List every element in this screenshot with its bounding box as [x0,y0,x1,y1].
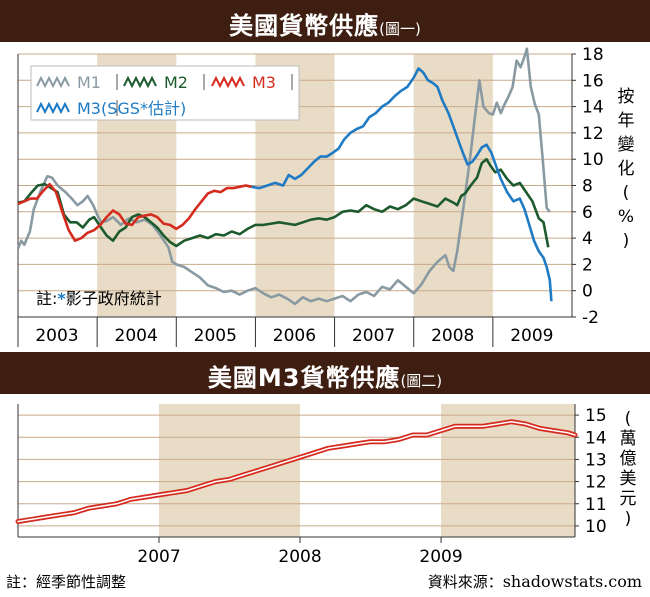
source-label: 資料來源： [427,573,503,591]
chart2-xtick-label: 2009 [419,547,462,567]
chart1-legend-swatch-3 [36,101,70,115]
chart2-ytick-label: 13 [585,450,607,470]
chart1-legend-label-1: M2 [164,73,188,92]
chart1-legend-box [30,65,300,121]
chart1-ytick-label: 14 [582,98,604,118]
chart1-ytick-label: 4 [582,229,593,249]
chart1-ytick-label: -2 [582,308,599,328]
chart1-svg: -2 0 2 4 6 8 10 12 14 16 18 2003 2004 2005 2006 2007 200… [16,45,635,347]
chart1-xtick-label: 2008 [431,326,474,346]
chart1-xtick-label: 2006 [273,326,316,346]
source-site: shadowstats.com [502,572,642,591]
chart2-title-line: 美國M3貨幣供應(圖二) [0,358,650,393]
chart1-legend-swatch-1 [123,75,157,89]
chart1-series-line-3 [251,67,553,302]
chart2-xtick-label: 2007 [137,547,180,567]
chart1-title-line: 美國貨幣供應(圖一) [0,6,650,41]
chart1-ytick-label: 16 [582,71,604,91]
chart2-shade-0 [159,404,301,537]
footer-note: 註：經季節性調整 [6,573,127,591]
chart1-xtick-label: 2004 [115,326,158,346]
chart1-ytick-label: 2 [582,255,593,275]
chart1-legend-swatch-2 [211,75,245,89]
chart1-ytick-label: 0 [582,282,593,302]
chart1-note: 註:*影子政府統計 [36,289,162,308]
chart1-ytick-label: 6 [582,203,593,223]
chart1-ytick-label: 8 [582,177,593,197]
chart1-xtick-label: 2003 [35,326,78,346]
chart1-ytick-label: 10 [582,150,604,170]
chart1-ylabel: 按年變化(%) [618,87,635,251]
chart2-header: 美國M3貨幣供應(圖二) [0,352,650,394]
chart1-series-line-1 [17,157,550,248]
chart1-ytick-label: 12 [582,124,604,144]
chart2-ytick-label: 10 [585,517,607,537]
chart1-series-line-2 [17,182,252,242]
chart1-xtick-label: 2007 [352,326,395,346]
chart1-xtick-label: 2005 [194,326,237,346]
chart2-title: 美國M3貨幣供應 [207,364,401,392]
chart1-title: 美國貨幣供應 [229,12,380,40]
chart2-xtick-label: 2008 [278,547,321,567]
chart2-ytick-label: 14 [585,428,607,448]
chart1-legend-label-3: M3(SGS*估計) [77,99,186,118]
chart1-subtitle: (圖一) [379,20,421,38]
chart2-subtitle: (圖二) [400,372,443,390]
chart2-ytick-label: 15 [585,406,607,426]
chart2-ytick-label: 11 [585,495,607,515]
chart1-legend-label-2: M3 [252,73,276,92]
chart1-legend-label-0: M1 [77,73,101,92]
footer-source: 資料來源：shadowstats.com [428,571,642,592]
chart1-legend-swatch-0 [36,75,70,89]
chart1-series-line-0 [16,47,551,306]
chart1-ytick-label: 18 [582,45,604,65]
chart2-ytick-label: 12 [585,473,607,493]
chart1-xtick-label: 2009 [510,326,553,346]
chart2-series-line-0 [17,420,576,523]
chart1-header: 美國貨幣供應(圖一) [0,0,650,42]
chart2-ylabel: (萬億美元) [620,409,637,529]
